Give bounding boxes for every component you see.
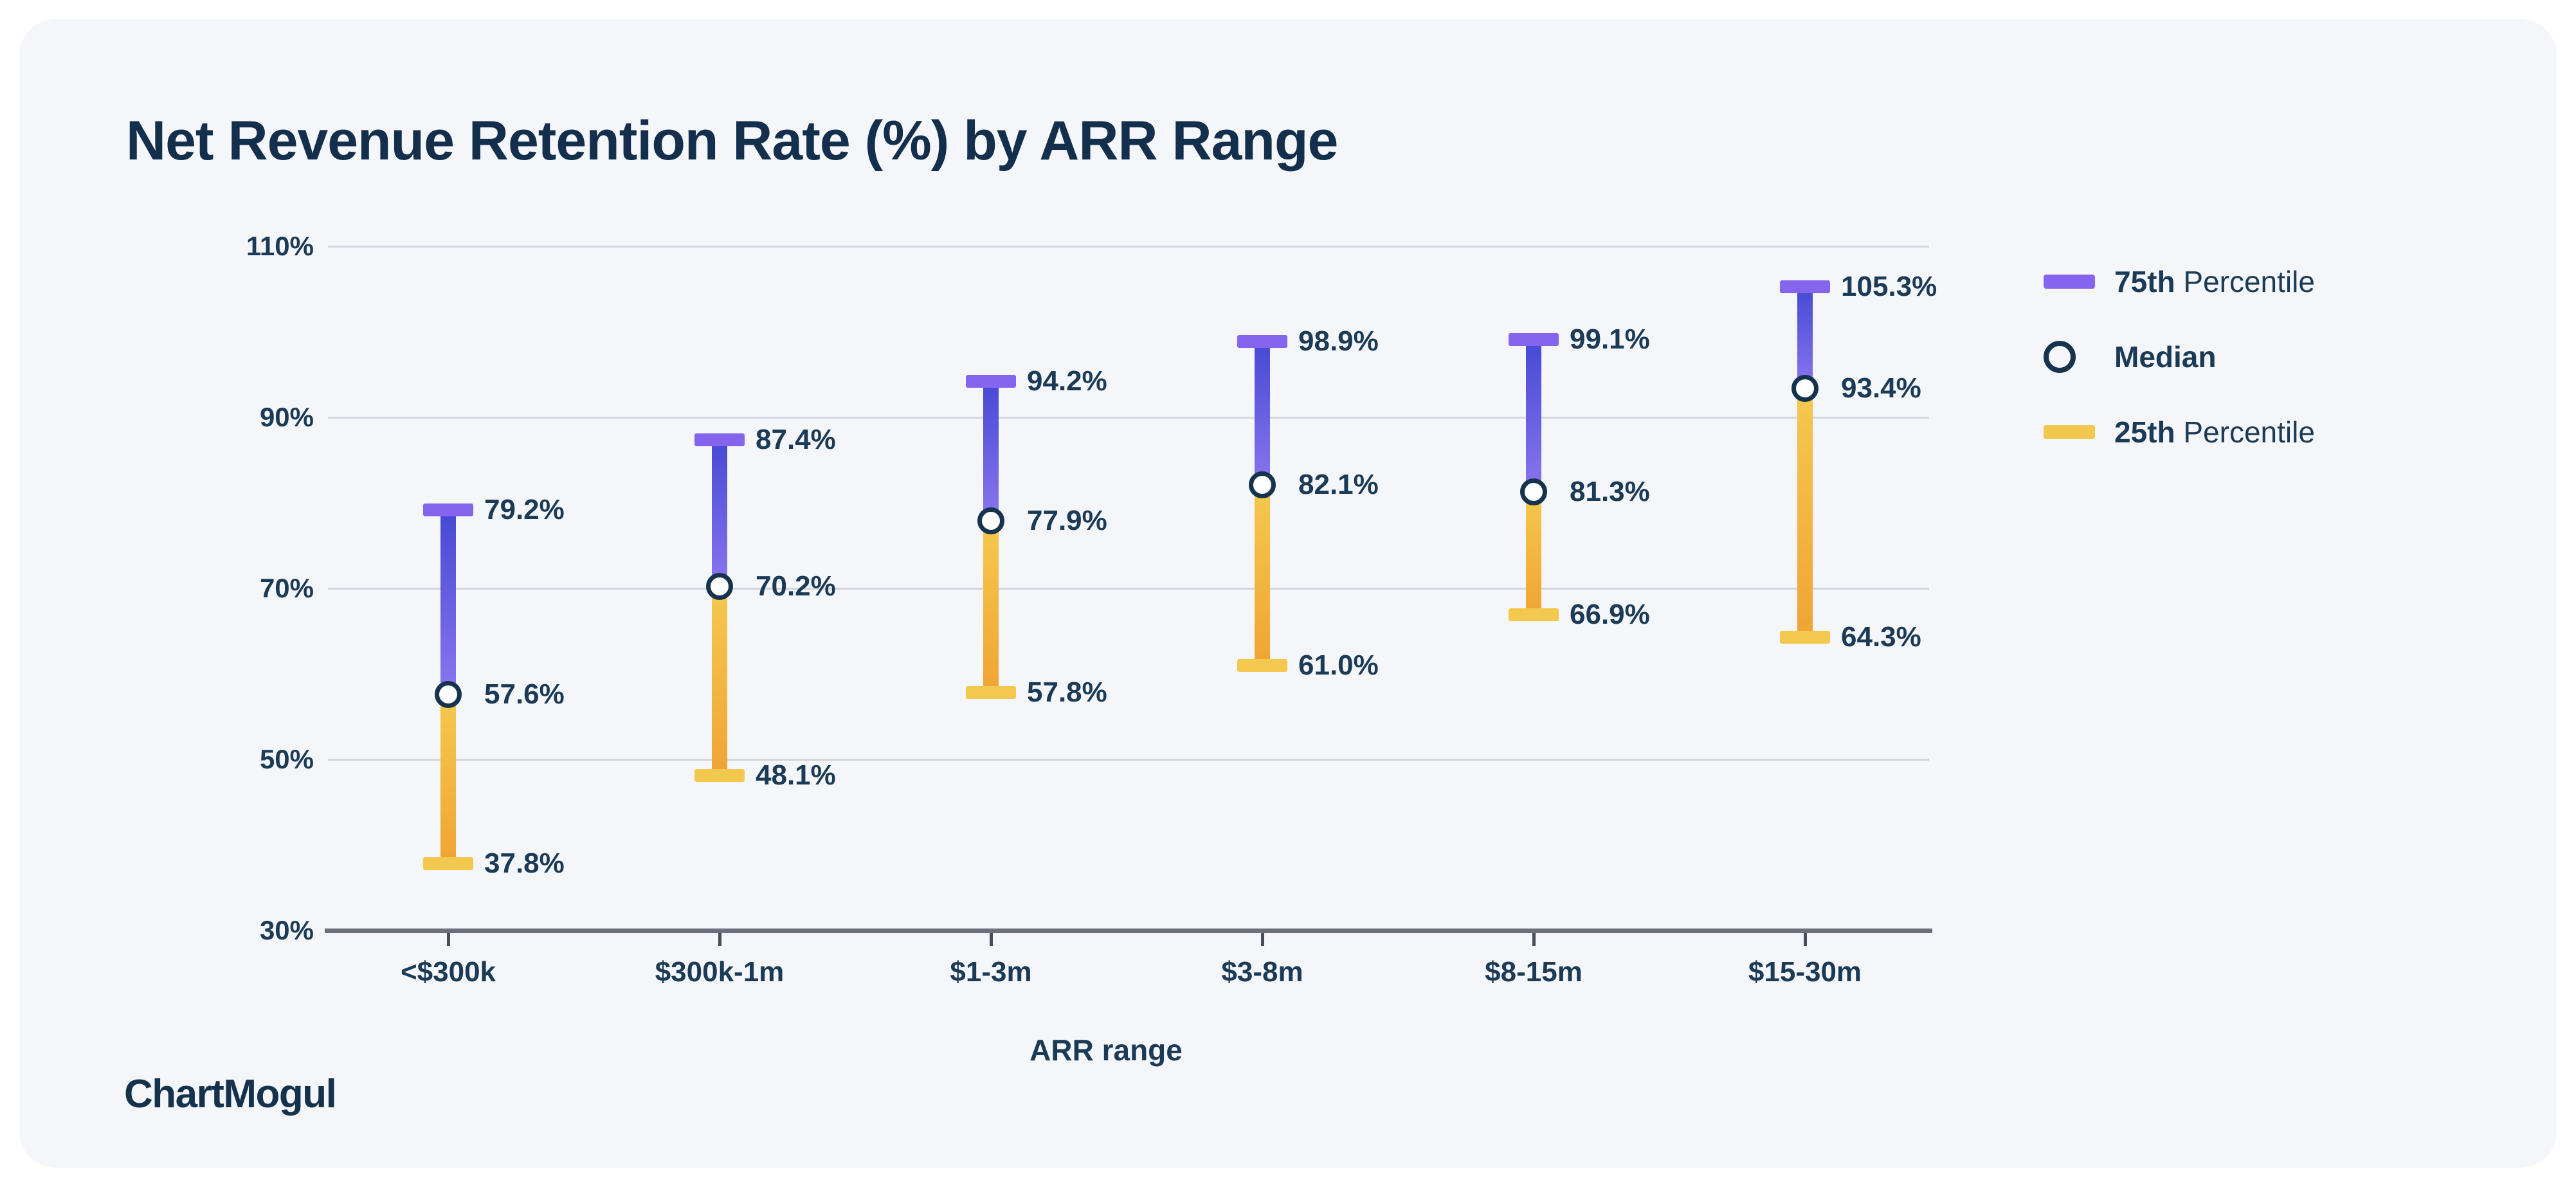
x-axis-tick xyxy=(1803,933,1807,946)
whisker-25th-stem xyxy=(1526,491,1541,615)
legend-25th-label: 25th Percentile xyxy=(2114,415,2315,449)
whisker-25th-stem xyxy=(712,586,727,776)
median-marker xyxy=(706,573,733,601)
whisker-25th-cap xyxy=(423,857,473,871)
value-label-median: 57.6% xyxy=(484,678,565,710)
whisker-75th-cap xyxy=(1237,334,1287,348)
whisker-75th-cap xyxy=(1509,332,1559,346)
value-label-75th: 94.2% xyxy=(1027,365,1107,397)
chart-card: Net Revenue Retention Rate (%) by ARR Ra… xyxy=(19,19,2557,1168)
gridline-110 xyxy=(328,245,1929,248)
chartmogul-logo: ChartMogul xyxy=(124,1072,337,1116)
value-label-75th: 87.4% xyxy=(756,423,836,455)
x-axis-tick xyxy=(989,933,993,946)
median-marker xyxy=(1520,478,1547,505)
whisker-25th-stem xyxy=(1255,485,1270,666)
value-label-25th: 66.9% xyxy=(1570,599,1650,631)
legend-item-25th-percentile: 25th Percentile xyxy=(2044,409,2315,455)
value-label-median: 93.4% xyxy=(1841,372,1921,404)
value-label-25th: 37.8% xyxy=(484,847,565,880)
whisker-25th-cap xyxy=(966,686,1016,700)
whisker-75th-cap xyxy=(694,433,745,446)
legend-median-circle-icon xyxy=(2044,341,2095,373)
y-tick-label-30: 30% xyxy=(259,915,314,945)
whisker-75th-cap xyxy=(966,375,1016,388)
value-label-25th: 64.3% xyxy=(1841,621,1921,653)
whisker-25th-cap xyxy=(1509,608,1559,622)
median-marker xyxy=(1249,471,1276,499)
gridline-70 xyxy=(328,587,1929,590)
whisker-25th-cap xyxy=(694,769,745,783)
legend-median-label: Median xyxy=(2114,340,2217,374)
median-marker xyxy=(977,507,1004,534)
x-tick-label-2: $1-3m xyxy=(950,956,1032,988)
value-label-median: 82.1% xyxy=(1298,469,1379,501)
y-tick-label-50: 50% xyxy=(259,744,314,774)
value-label-25th: 48.1% xyxy=(756,759,836,792)
value-label-25th: 61.0% xyxy=(1298,649,1379,681)
whisker-25th-stem xyxy=(983,520,999,693)
whisker-25th-stem xyxy=(1797,388,1813,637)
whisker-75th-stem xyxy=(1797,286,1813,388)
x-axis-line xyxy=(325,929,1932,933)
x-axis-tick xyxy=(1532,933,1536,946)
legend-item-median: Median xyxy=(2044,334,2216,380)
whisker-75th-cap xyxy=(423,503,473,516)
value-label-median: 77.9% xyxy=(1027,504,1107,536)
value-label-median: 70.2% xyxy=(756,570,836,603)
x-tick-label-0: <$300k xyxy=(400,956,496,988)
x-axis-tick xyxy=(718,933,721,946)
value-label-75th: 79.2% xyxy=(484,493,565,525)
x-tick-label-1: $300k-1m xyxy=(655,956,785,988)
whisker-75th-cap xyxy=(1780,280,1830,293)
whisker-75th-stem xyxy=(1255,341,1270,485)
legend-75th-label: 75th Percentile xyxy=(2114,265,2315,298)
x-tick-label-5: $15-30m xyxy=(1748,956,1862,988)
whisker-25th-cap xyxy=(1237,658,1287,672)
gridline-90 xyxy=(328,416,1929,419)
plot-area: 110% 90% 70% 50% 30% <$300k 79.2% 57.6% 37.8% $30… xyxy=(19,19,2557,1168)
median-marker xyxy=(1791,374,1819,402)
whisker-75th-stem xyxy=(440,509,456,694)
legend-item-75th-percentile: 75th Percentile xyxy=(2044,258,2315,305)
whisker-75th-stem xyxy=(1526,339,1541,492)
legend-25th-swatch-icon xyxy=(2044,425,2095,439)
x-axis-title: ARR range xyxy=(1029,1033,1183,1067)
value-label-75th: 98.9% xyxy=(1298,325,1379,357)
x-tick-label-3: $3-8m xyxy=(1221,956,1303,988)
value-label-25th: 57.8% xyxy=(1027,676,1107,709)
x-axis-tick xyxy=(1260,933,1264,946)
value-label-median: 81.3% xyxy=(1570,475,1650,507)
y-tick-label-70: 70% xyxy=(259,573,314,603)
whisker-25th-stem xyxy=(440,694,456,864)
value-label-75th: 99.1% xyxy=(1570,323,1650,355)
value-label-75th: 105.3% xyxy=(1841,270,1937,302)
x-tick-label-4: $8-15m xyxy=(1485,956,1583,988)
whisker-25th-cap xyxy=(1780,630,1830,644)
gridline-50 xyxy=(328,758,1929,761)
x-axis-tick xyxy=(446,933,450,946)
y-tick-label-110: 110% xyxy=(246,231,314,261)
y-tick-label-90: 90% xyxy=(259,402,314,432)
whisker-75th-stem xyxy=(712,439,727,587)
legend-75th-swatch-icon xyxy=(2044,275,2095,289)
whisker-75th-stem xyxy=(983,381,999,521)
chart-title: Net Revenue Retention Rate (%) by ARR Ra… xyxy=(126,110,1338,172)
median-marker xyxy=(435,680,462,708)
